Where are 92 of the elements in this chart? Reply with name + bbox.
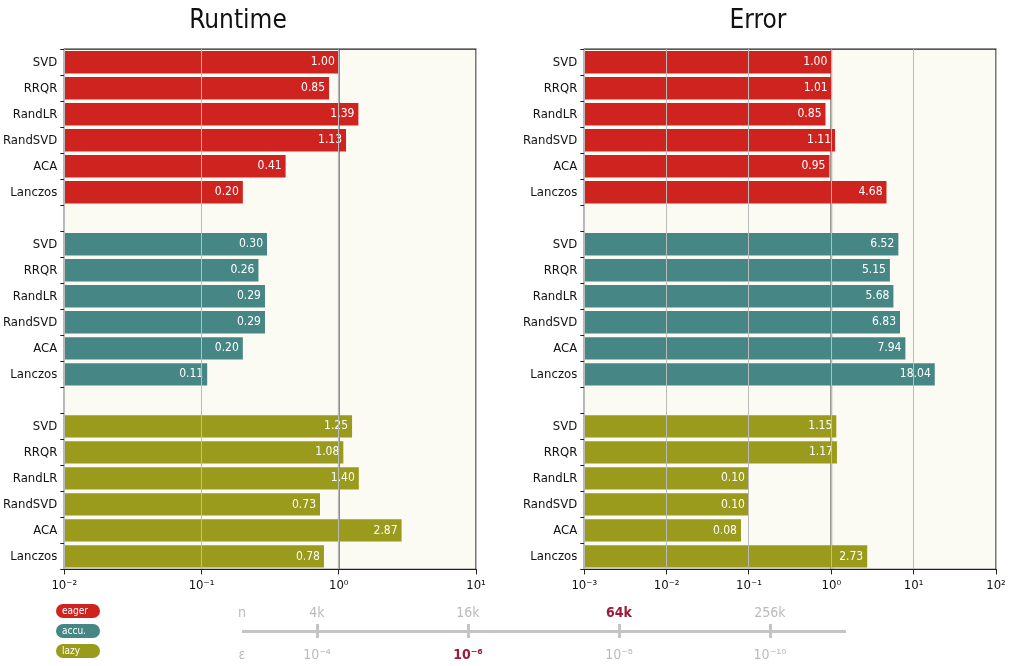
y-tick-label: Lanczos — [10, 183, 58, 199]
data-label: 0.11 — [179, 366, 204, 381]
y-tick-label: ACA — [33, 157, 58, 173]
y-tick-label: ACA — [553, 339, 578, 355]
data-label: 0.95 — [801, 158, 826, 173]
x-tick-label: 10⁻¹ — [736, 576, 763, 592]
y-tick-label: RandLR — [12, 469, 58, 485]
text: n — [237, 604, 247, 620]
y-tick-label: RandSVD — [523, 495, 578, 511]
data-label: 5.68 — [865, 288, 890, 303]
y-tick-label: RandSVD — [3, 313, 58, 329]
text: 4k — [308, 604, 326, 620]
x-tick-label: 10⁰ — [328, 576, 349, 592]
y-tick-label: SVD — [552, 53, 578, 69]
data-label: 1.00 — [803, 54, 828, 69]
text: 10⁻⁶ — [452, 646, 484, 662]
text: 256k — [753, 604, 787, 620]
y-tick-label: SVD — [32, 53, 58, 69]
y-tick-label: Lanczos — [530, 365, 578, 381]
y-tick-label: SVD — [552, 417, 578, 433]
data-label: 2.73 — [839, 548, 864, 563]
data-label: 0.08 — [712, 522, 738, 537]
y-tick-label: RRQR — [23, 261, 58, 277]
text: 10⁻¹⁰ — [752, 646, 788, 662]
y-tick-label: SVD — [32, 235, 58, 251]
data-label: 0.29 — [236, 314, 262, 329]
chart-title: Error — [729, 4, 787, 35]
text: lazy — [56, 644, 100, 658]
y-tick-label: RandSVD — [3, 495, 58, 511]
x-tick-label: 10¹ — [466, 576, 487, 592]
data-label: 6.83 — [871, 314, 897, 329]
y-tick-label: RRQR — [543, 443, 578, 459]
y-tick-label: Lanczos — [10, 365, 58, 381]
data-label: 6.52 — [870, 236, 895, 251]
y-tick-label: RandLR — [12, 105, 58, 121]
text: 16k — [455, 604, 481, 620]
x-tick-label: 10¹ — [903, 576, 924, 592]
x-tick-label: 10⁰ — [821, 576, 842, 592]
data-label: 7.94 — [877, 340, 902, 355]
text: 10⁻⁸ — [604, 646, 634, 662]
y-tick-label: RRQR — [23, 79, 58, 95]
y-tick-label: ACA — [33, 521, 58, 537]
y-tick-label: Lanczos — [10, 547, 58, 563]
data-label: 0.85 — [301, 80, 326, 95]
data-label: 1.17 — [808, 444, 833, 459]
y-tick-label: Lanczos — [530, 183, 578, 199]
y-tick-label: RRQR — [543, 79, 578, 95]
data-label: 1.01 — [803, 80, 828, 95]
data-label: 1.00 — [310, 54, 335, 69]
y-tick-label: RRQR — [543, 261, 578, 277]
data-label: 0.26 — [230, 262, 255, 277]
x-tick-label: 10⁻² — [653, 576, 680, 592]
x-tick-label: 10⁻² — [51, 576, 78, 592]
x-tick-label: 10² — [986, 576, 1006, 592]
data-label: 0.20 — [214, 184, 239, 199]
y-tick-label: ACA — [553, 521, 578, 537]
data-label: 0.73 — [291, 496, 316, 511]
text: eager — [56, 604, 100, 618]
y-tick-label: RandSVD — [523, 131, 578, 147]
data-label: 1.08 — [315, 444, 340, 459]
data-label: 0.41 — [257, 158, 282, 173]
y-tick-label: RandSVD — [3, 131, 58, 147]
text: ε — [237, 646, 247, 662]
data-label: 0.20 — [214, 340, 239, 355]
y-tick-label: ACA — [553, 157, 578, 173]
text: 10⁻⁴ — [302, 646, 332, 662]
chart-title: Runtime — [189, 4, 287, 35]
y-tick-label: RandLR — [532, 105, 578, 121]
data-label: 0.30 — [238, 236, 264, 251]
data-label: 0.10 — [720, 470, 746, 485]
y-tick-label: RandSVD — [523, 313, 578, 329]
data-label: 0.85 — [797, 106, 822, 121]
text: 64k — [605, 604, 633, 620]
data-label: 2.87 — [373, 522, 398, 537]
data-label: 5.15 — [861, 262, 886, 277]
data-label: 4.68 — [858, 184, 883, 199]
y-tick-label: ACA — [33, 339, 58, 355]
y-tick-label: SVD — [552, 235, 578, 251]
data-label: 0.78 — [295, 548, 321, 563]
y-tick-label: RandLR — [12, 287, 58, 303]
y-tick-label: RRQR — [23, 443, 58, 459]
y-tick-label: RandLR — [532, 469, 578, 485]
data-label: 1.11 — [807, 132, 832, 147]
data-label: 0.29 — [236, 288, 262, 303]
y-tick-label: RandLR — [532, 287, 578, 303]
x-tick-label: 10⁻¹ — [188, 576, 215, 592]
x-tick-label: 10⁻³ — [571, 576, 598, 592]
y-tick-label: Lanczos — [530, 547, 578, 563]
text: accu. — [56, 624, 100, 638]
data-label: 0.10 — [720, 496, 746, 511]
data-label: 1.15 — [808, 418, 833, 433]
y-tick-label: SVD — [32, 417, 58, 433]
